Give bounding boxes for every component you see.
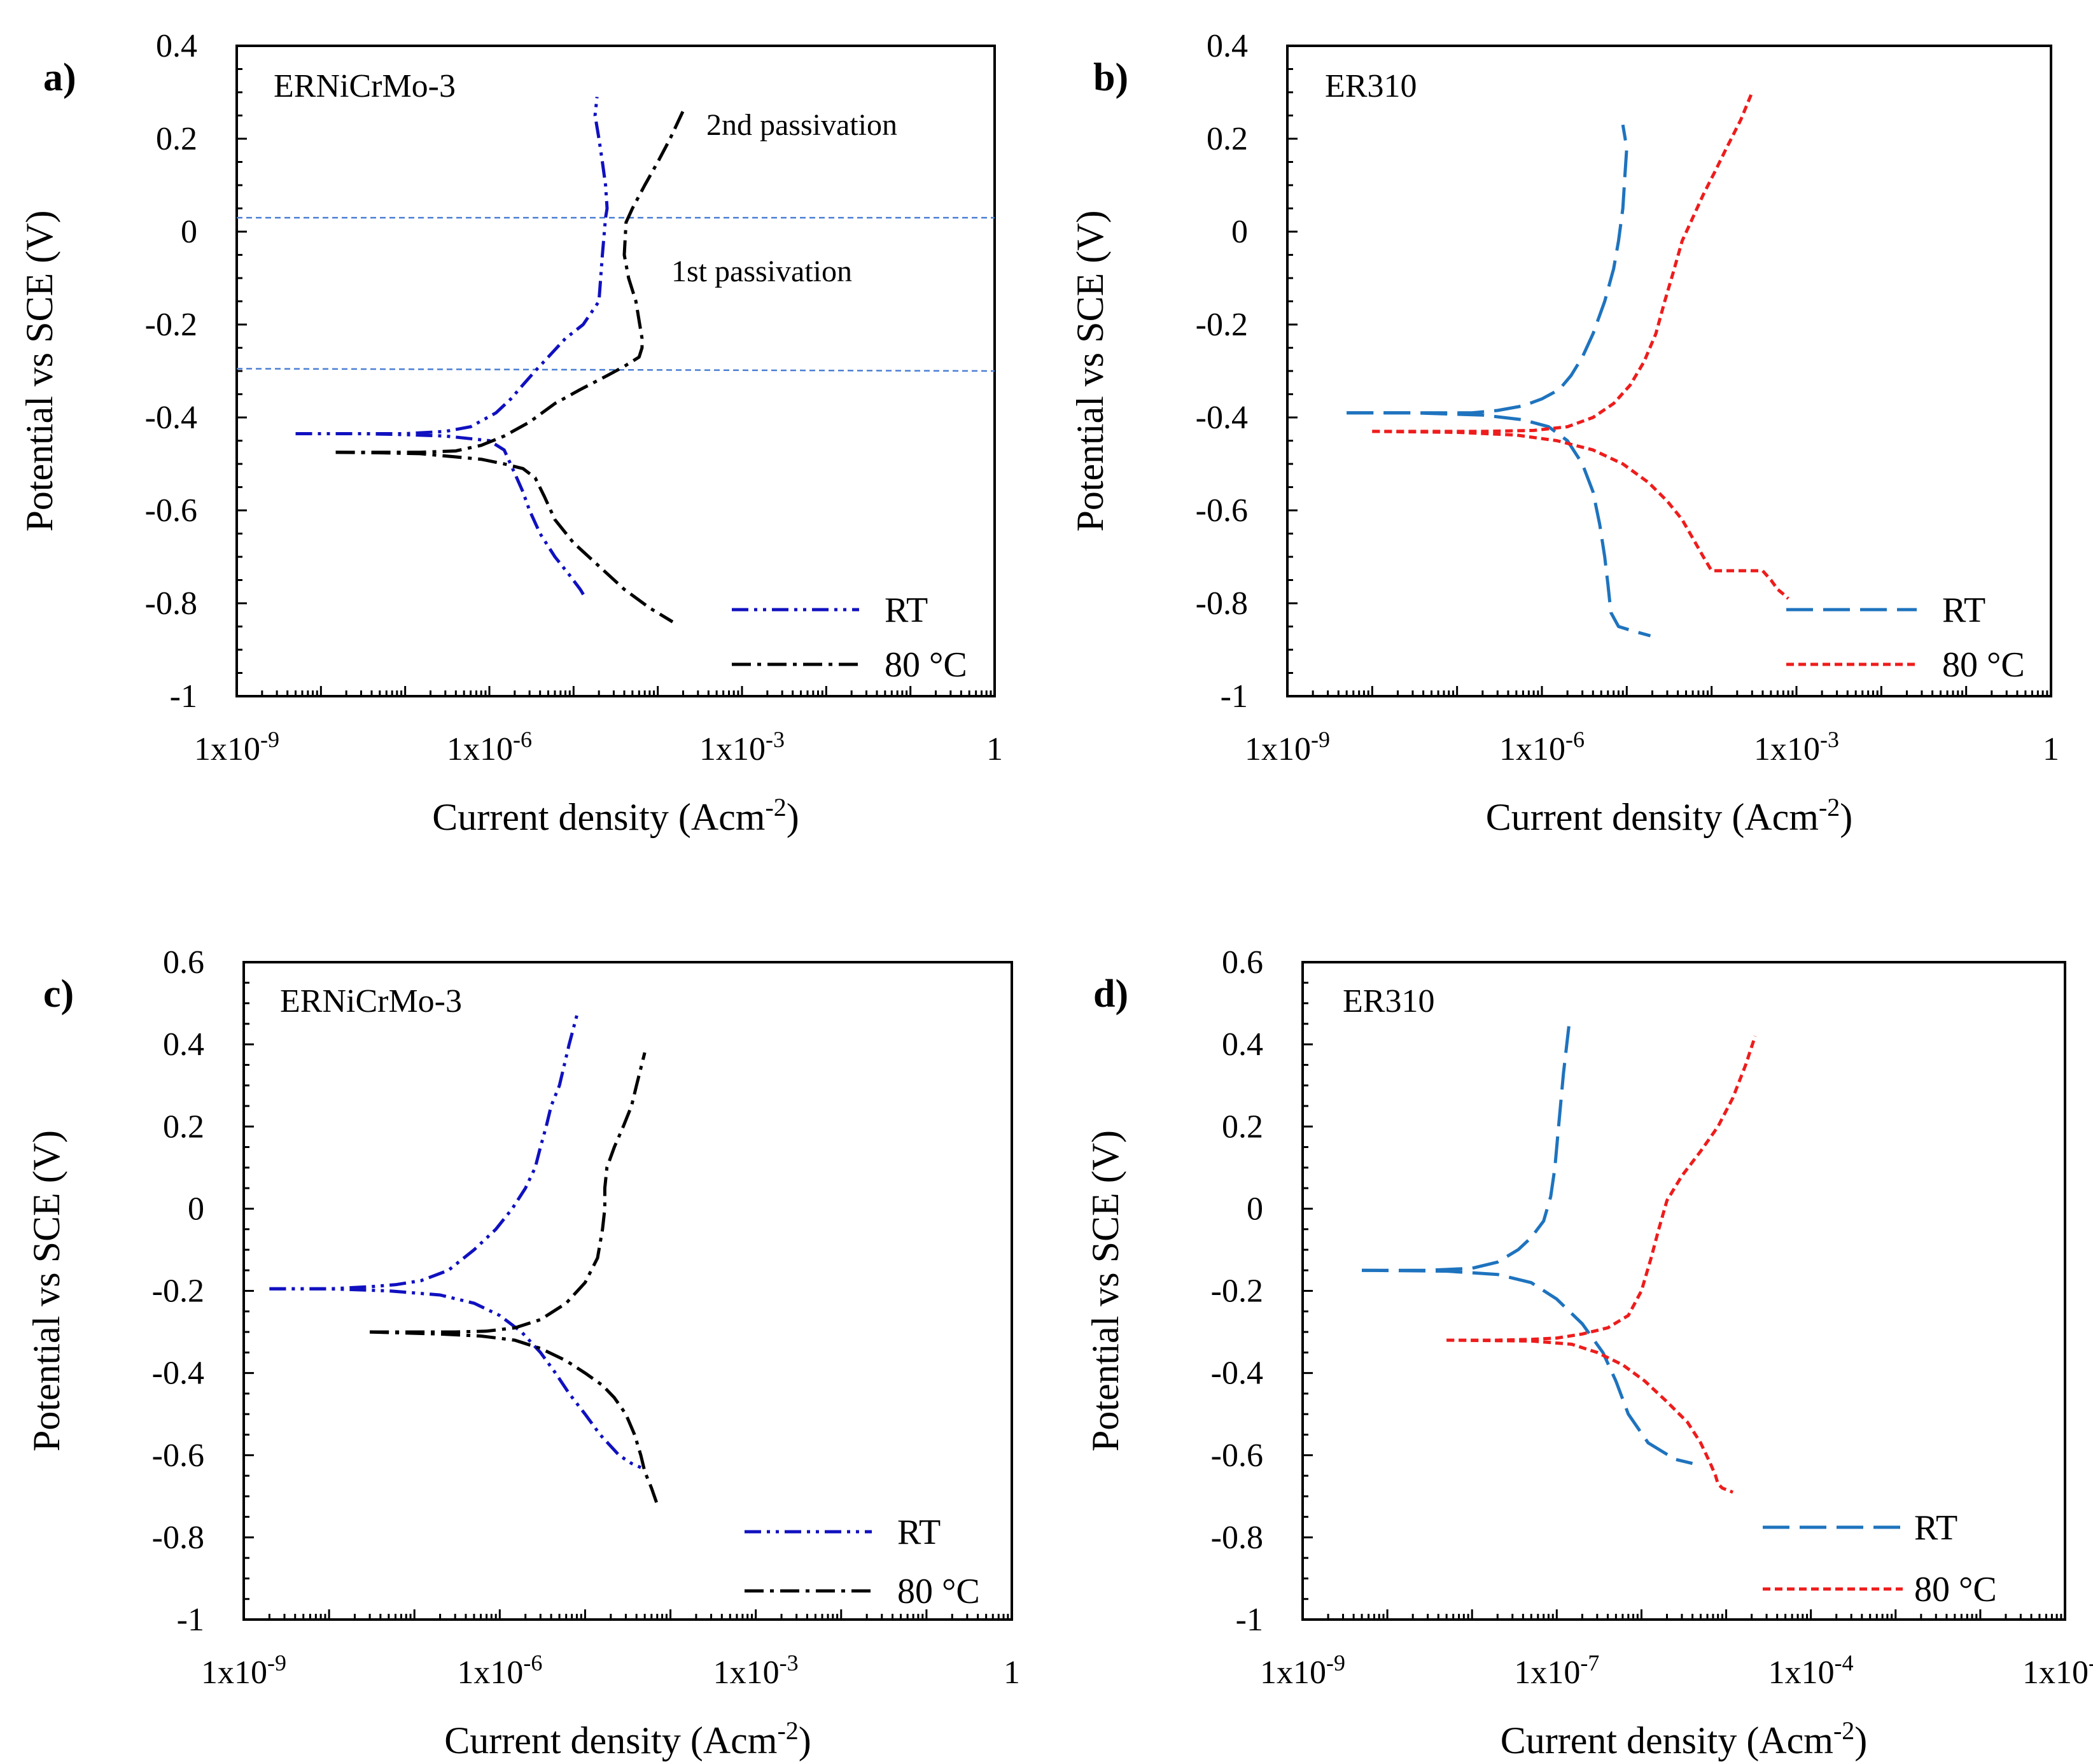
- legend-label: RT: [1942, 591, 1985, 630]
- series-line-80c: [1372, 92, 1754, 433]
- y-tick-label: -0.4: [152, 1355, 204, 1392]
- x-axis-title: Current density (Acm-2): [1501, 1716, 1868, 1761]
- y-tick-label: 0.6: [163, 944, 204, 981]
- series-line-80c: [370, 1330, 659, 1506]
- y-tick-label: 0: [1231, 214, 1248, 250]
- chart-panel-2: 0.4 0.2 0 -0.2 -0.4 -0.6 -0.8 -1 1x10-9 1x10-6 1x1…: [1069, 28, 2059, 838]
- series-line-80c: [370, 1052, 647, 1334]
- y-axis-title: Potential vs SCE (V): [1084, 1130, 1126, 1452]
- panel-title: ER310: [1343, 983, 1434, 1019]
- x-tick-label: 1x10-6: [447, 727, 532, 767]
- series-line-80c: [335, 110, 685, 454]
- series-line-80c: [1446, 1338, 1734, 1494]
- panel-label: d): [1093, 972, 1128, 1016]
- x-tick-label: 1: [1004, 1655, 1020, 1691]
- y-tick-label: 0.4: [163, 1026, 204, 1063]
- y-tick-label: 0.2: [163, 1109, 204, 1145]
- series-line-rt: [1362, 1023, 1571, 1272]
- y-tick-label: 0.2: [1207, 121, 1248, 157]
- series-line-rt: [269, 1015, 578, 1291]
- x-tick-label: 1: [2043, 731, 2059, 767]
- x-axis-title: Current density (Acm-2): [444, 1716, 811, 1761]
- y-tick-label: 0.2: [1222, 1109, 1263, 1145]
- y-tick-label: 0: [188, 1191, 204, 1227]
- series-line-80c: [1372, 430, 1789, 600]
- y-tick-label: -1: [1236, 1602, 1263, 1638]
- legend-label: 80 °C: [1942, 645, 2025, 685]
- y-tick-label: -0.8: [152, 1520, 204, 1556]
- x-tick-label: 1x10-3: [1754, 727, 1839, 767]
- series-line-rt: [295, 432, 587, 600]
- x-tick-label: 1x10-3: [713, 1650, 799, 1691]
- legend-label: RT: [885, 591, 928, 630]
- legend-label: 80 °C: [885, 645, 967, 685]
- y-tick-label: -0.4: [1211, 1355, 1263, 1392]
- chart-panel-4: 0.6 0.4 0.2 0 -0.2 -0.4 -0.6 -0.8 -1 1x10-9 1x10-7…: [1084, 944, 2093, 1761]
- x-tick-label: 1x10-9: [1245, 727, 1330, 767]
- x-tick-label: 1x10-9: [1260, 1650, 1345, 1691]
- y-tick-label: 0: [1247, 1191, 1263, 1227]
- y-tick-label: -0.2: [1196, 307, 1248, 343]
- legend-label: RT: [897, 1513, 941, 1552]
- chart-panel-1: 0.4 0.2 0 -0.2 -0.4 -0.6 -0.8 -1 1x10-9 1x10-6 1x1…: [18, 28, 1003, 838]
- x-tick-label: 1x10-6: [1499, 727, 1585, 767]
- y-tick-label: 0.4: [156, 28, 197, 64]
- y-axis-title: Potential vs SCE (V): [18, 211, 60, 532]
- y-tick-label: -1: [1221, 678, 1248, 715]
- panel-title: ERNiCrMo-3: [274, 68, 456, 104]
- annotation-text: 1st passivation: [671, 255, 852, 288]
- y-tick-label: -0.2: [152, 1273, 204, 1310]
- y-tick-label: 0.6: [1222, 944, 1263, 981]
- series-line-rt: [269, 1287, 642, 1469]
- series-line-rt: [1347, 124, 1628, 415]
- x-tick-label: 1x10-7: [1514, 1650, 1599, 1691]
- y-axis-title: Potential vs SCE (V): [1069, 211, 1111, 532]
- y-tick-label: 0: [181, 214, 197, 250]
- y-tick-label: -0.4: [1196, 400, 1248, 436]
- y-tick-label: -0.2: [1211, 1273, 1263, 1310]
- y-tick-label: -0.6: [1196, 493, 1248, 529]
- y-tick-label: -1: [177, 1602, 204, 1638]
- y-tick-label: -0.8: [1211, 1520, 1263, 1556]
- annotation-text: 2nd passivation: [706, 108, 897, 142]
- panel-label: a): [43, 56, 76, 99]
- plot-frame: [1286, 45, 2052, 697]
- series-line-80c: [1446, 1035, 1757, 1342]
- series-line-rt: [1347, 411, 1651, 638]
- y-tick-label: -0.6: [1211, 1438, 1263, 1474]
- x-axis-title: Current density (Acm-2): [432, 793, 799, 838]
- panel-label: b): [1093, 56, 1128, 99]
- panel-label: c): [43, 972, 74, 1016]
- y-tick-label: -0.4: [145, 400, 197, 436]
- x-tick-label: 1x10-6: [457, 1650, 542, 1691]
- series-line-80c: [335, 451, 674, 624]
- y-tick-label: -0.6: [145, 493, 197, 529]
- legend-label: RT: [1914, 1508, 1957, 1548]
- x-tick-label: 1: [986, 731, 1003, 767]
- y-tick-label: -0.2: [145, 307, 197, 343]
- passivation-reference-line: [236, 368, 995, 372]
- x-tick-label: 1x10-9: [201, 1650, 286, 1691]
- y-tick-label: -0.8: [1196, 585, 1248, 622]
- y-tick-label: 0.4: [1207, 28, 1248, 64]
- panel-title: ER310: [1325, 68, 1417, 104]
- y-tick-label: 0.4: [1222, 1026, 1263, 1063]
- y-axis-title: Potential vs SCE (V): [25, 1130, 67, 1452]
- x-tick-label: 1x10-1: [2022, 1650, 2093, 1691]
- x-tick-label: 1x10-9: [194, 727, 279, 767]
- y-tick-label: -0.8: [145, 585, 197, 622]
- series-line-rt: [1361, 1268, 1693, 1466]
- y-tick-label: -1: [170, 678, 197, 715]
- y-tick-label: 0.2: [156, 121, 197, 157]
- x-axis-title: Current density (Acm-2): [1486, 793, 1853, 838]
- y-tick-label: -0.6: [152, 1438, 204, 1474]
- series-line-rt: [295, 97, 609, 435]
- x-tick-label: 1x10-4: [1768, 1650, 1854, 1691]
- legend-label: 80 °C: [897, 1572, 980, 1611]
- legend-label: 80 °C: [1914, 1570, 1997, 1609]
- chart-panel-3: 0.6 0.4 0.2 0 -0.2 -0.4 -0.6 -0.8 -1 1x10-9 1x10-6…: [25, 944, 1020, 1761]
- x-tick-label: 1x10-3: [699, 727, 785, 767]
- panel-title: ERNiCrMo-3: [280, 983, 462, 1019]
